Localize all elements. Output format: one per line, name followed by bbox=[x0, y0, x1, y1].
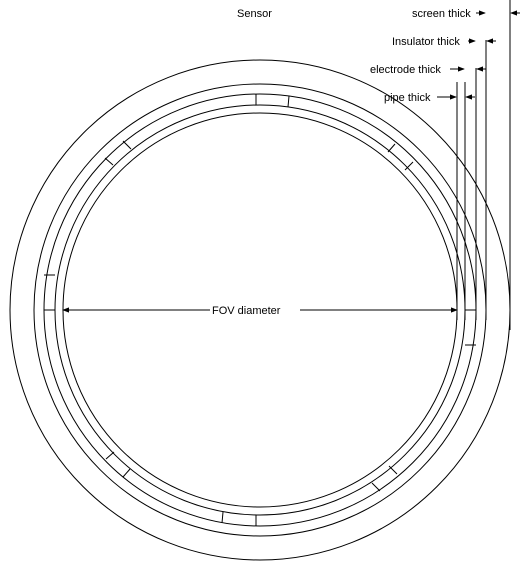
pipe-thick-dimension: pipe thick bbox=[384, 92, 475, 104]
insulator-thick-label: Insulator thick bbox=[392, 36, 460, 48]
electrode-thick-label: electrode thick bbox=[370, 64, 441, 76]
diagram-title: Sensor bbox=[237, 8, 272, 20]
screen-thick-label: screen thick bbox=[412, 8, 471, 20]
pipe-thick-label: pipe thick bbox=[384, 92, 431, 104]
fov-diameter-label: FOV diameter bbox=[212, 305, 281, 317]
screen-thick-dimension: screen thick bbox=[412, 8, 520, 20]
insulator-thick-dimension: Insulator thick bbox=[392, 36, 496, 48]
electrode-segments bbox=[44, 94, 476, 526]
fov-diameter-dimension: FOV diameter bbox=[62, 305, 458, 317]
thickness-extension-lines bbox=[456, 0, 511, 330]
electrode-thick-dimension: electrode thick bbox=[370, 64, 486, 76]
